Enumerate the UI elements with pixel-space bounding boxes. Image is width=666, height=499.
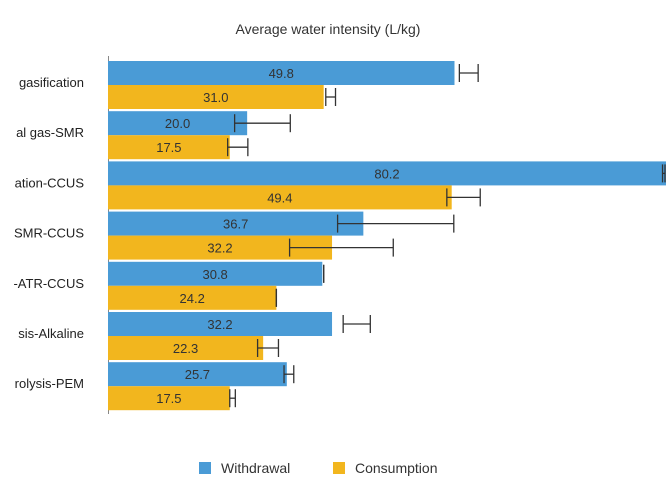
error-bar (661, 164, 666, 183)
legend-swatch-withdrawal (199, 462, 211, 474)
category-label: ation-CCUS (15, 175, 85, 190)
bar-group: gasification 49.8 31.0 (19, 61, 479, 109)
bar-group: ation-CCUS 80.2 49.4 (15, 161, 666, 210)
consumption-bar (108, 185, 452, 210)
consumption-value-label: 17.5 (156, 391, 181, 406)
withdrawal-bar (108, 61, 455, 85)
withdrawal-bar (108, 211, 364, 236)
chart-title: Average water intensity (L/kg) (236, 21, 421, 37)
error-bar (336, 214, 455, 233)
consumption-value-label: 24.2 (180, 291, 205, 306)
withdrawal-value-label: 32.2 (207, 317, 232, 332)
error-bar (342, 315, 371, 333)
error-bar (325, 88, 337, 106)
consumption-bar (108, 336, 264, 360)
consumption-value-label: 49.4 (267, 190, 292, 205)
bars-layer: gasification 49.8 31.0 al gas-SMR 20.0 17.5 at… (13, 61, 666, 411)
error-bar (229, 389, 236, 408)
error-bar (227, 138, 249, 157)
withdrawal-value-label: 80.2 (374, 166, 399, 181)
legend-label-consumption: Consumption (355, 460, 438, 476)
error-bar (288, 238, 394, 257)
withdrawal-bar (108, 362, 287, 387)
consumption-bar (108, 85, 324, 109)
category-label: -ATR-CCUS (13, 276, 84, 291)
error-bar (233, 114, 291, 133)
consumption-value-label: 22.3 (173, 341, 198, 356)
withdrawal-value-label: 20.0 (165, 116, 190, 131)
bar-group: rolysis-PEM 25.7 17.5 (15, 362, 295, 411)
consumption-bar (108, 386, 230, 411)
category-label: rolysis-PEM (15, 376, 84, 391)
legend-swatch-consumption (333, 462, 345, 474)
category-label: al gas-SMR (16, 125, 84, 140)
bar-group: SMR-CCUS 36.7 32.2 (14, 211, 455, 260)
withdrawal-value-label: 36.7 (223, 217, 248, 232)
withdrawal-bar (108, 111, 248, 136)
withdrawal-bar (108, 161, 666, 186)
category-label: SMR-CCUS (14, 226, 84, 241)
consumption-value-label: 32.2 (207, 241, 232, 256)
error-bar (446, 188, 481, 207)
withdrawal-bar (108, 312, 333, 336)
legend: Withdrawal Consumption (199, 460, 438, 476)
bar-group: -ATR-CCUS 30.8 24.2 (13, 261, 325, 310)
withdrawal-value-label: 49.8 (269, 66, 294, 81)
error-bar (256, 339, 280, 357)
consumption-bar (108, 135, 230, 160)
withdrawal-value-label: 25.7 (185, 367, 210, 382)
consumption-value-label: 17.5 (156, 140, 181, 155)
legend-label-withdrawal: Withdrawal (221, 460, 290, 476)
bar-group: al gas-SMR 20.0 17.5 (16, 111, 291, 160)
error-bar (283, 365, 295, 384)
category-label: gasification (19, 75, 84, 90)
category-label: sis-Alkaline (18, 326, 84, 341)
consumption-value-label: 31.0 (203, 90, 228, 105)
withdrawal-value-label: 30.8 (202, 267, 227, 282)
error-bar (458, 64, 479, 82)
bar-group: sis-Alkaline 32.2 22.3 (18, 312, 371, 360)
consumption-bar (108, 285, 277, 310)
withdrawal-bar (108, 261, 323, 286)
